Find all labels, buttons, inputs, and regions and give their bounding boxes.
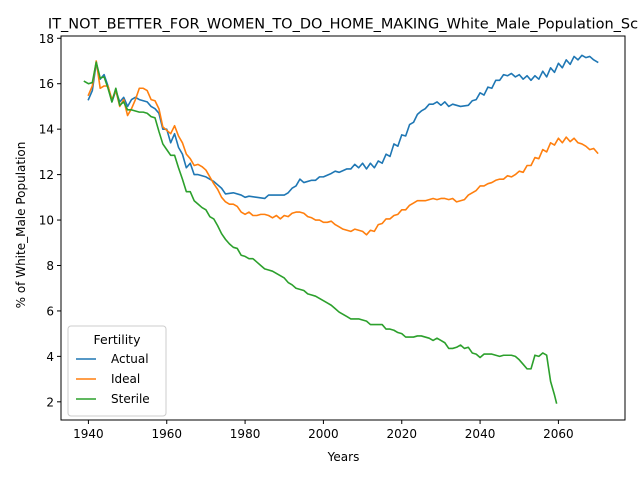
plot-frame [60,35,626,421]
legend-title: Fertility [94,332,142,347]
y-tick-label: 2 [46,395,54,409]
legend-label-sterile: Sterile [111,392,150,406]
x-tick-label: 1980 [230,427,261,441]
y-tick-label: 6 [46,304,54,318]
x-tick-label: 2020 [386,427,417,441]
legend-entries: Actual Ideal Sterile [76,352,150,406]
y-tick-label: 16 [39,77,54,91]
x-tick-label: 2000 [308,427,339,441]
y-tick-label: 10 [39,214,54,228]
series-line-actual [87,54,599,200]
y-tick-label: 8 [46,259,54,273]
y-axis-label: % of White_Male Population [14,142,28,309]
y-tick-label: 12 [39,168,54,182]
legend-frame [67,325,167,417]
x-axis-label: Years [327,450,360,464]
x-tick-label: 1960 [151,427,182,441]
legend: Fertility Actual Ideal Sterile [67,325,167,417]
y-tick-label: 4 [46,350,54,364]
y-tick-label: 18 [39,32,54,46]
x-tick-label: 1940 [73,427,104,441]
series-layer [83,54,599,404]
legend-label-actual: Actual [111,352,149,366]
axes-layer: 1940 1960 1980 2000 2020 2040 2060 2 4 6 8 10 12 14 16… [39,32,626,441]
x-tick-label: 2060 [543,427,574,441]
legend-label-ideal: Ideal [111,372,140,386]
series-line-ideal [87,60,599,236]
series-line-sterile [83,61,558,404]
y-tick-label: 14 [39,123,54,137]
chart-title: IT_NOT_BETTER_FOR_WOMEN_TO_DO_HOME_MAKIN… [48,17,638,33]
x-tick-label: 2040 [465,427,496,441]
